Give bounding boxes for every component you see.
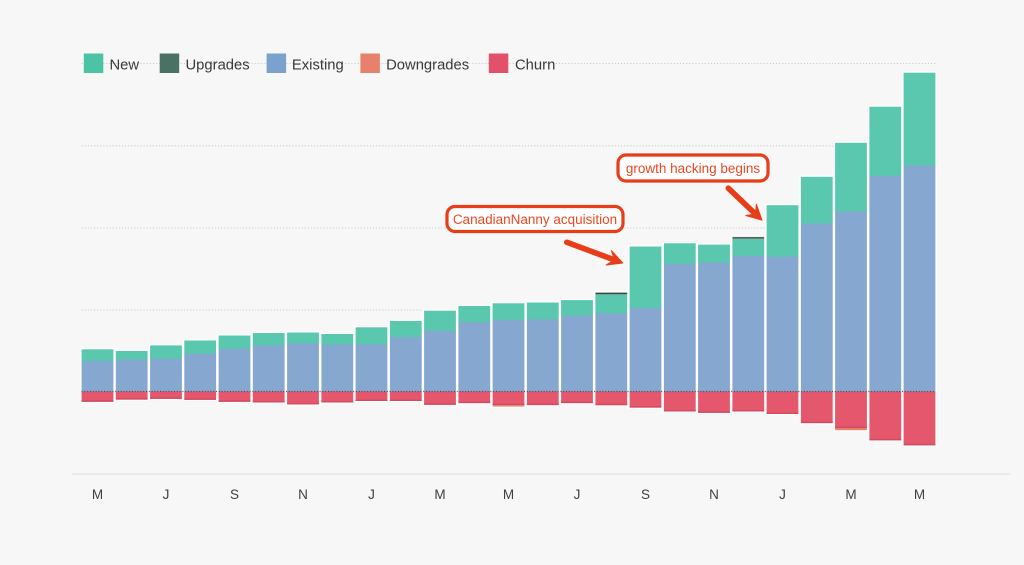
- svg-text:J: J: [574, 487, 581, 502]
- svg-text:M: M: [92, 487, 103, 502]
- svg-text:J: J: [368, 487, 375, 502]
- svg-text:Upgrades: Upgrades: [186, 58, 250, 74]
- svg-text:S: S: [641, 487, 650, 502]
- svg-text:New: New: [110, 58, 140, 74]
- svg-text:M: M: [503, 487, 514, 502]
- svg-text:growth hacking begins: growth hacking begins: [626, 161, 761, 176]
- svg-text:J: J: [163, 487, 170, 502]
- svg-text:M: M: [914, 487, 925, 502]
- svg-text:M: M: [434, 487, 445, 502]
- svg-text:J: J: [779, 487, 786, 502]
- svg-text:Churn: Churn: [515, 58, 555, 74]
- svg-text:Existing: Existing: [292, 58, 344, 74]
- svg-text:N: N: [709, 487, 719, 502]
- svg-text:S: S: [230, 487, 239, 502]
- svg-text:N: N: [298, 487, 308, 502]
- svg-text:Downgrades: Downgrades: [386, 58, 469, 74]
- svg-text:CanadianNanny acquisition: CanadianNanny acquisition: [453, 212, 617, 227]
- svg-text:M: M: [845, 487, 856, 502]
